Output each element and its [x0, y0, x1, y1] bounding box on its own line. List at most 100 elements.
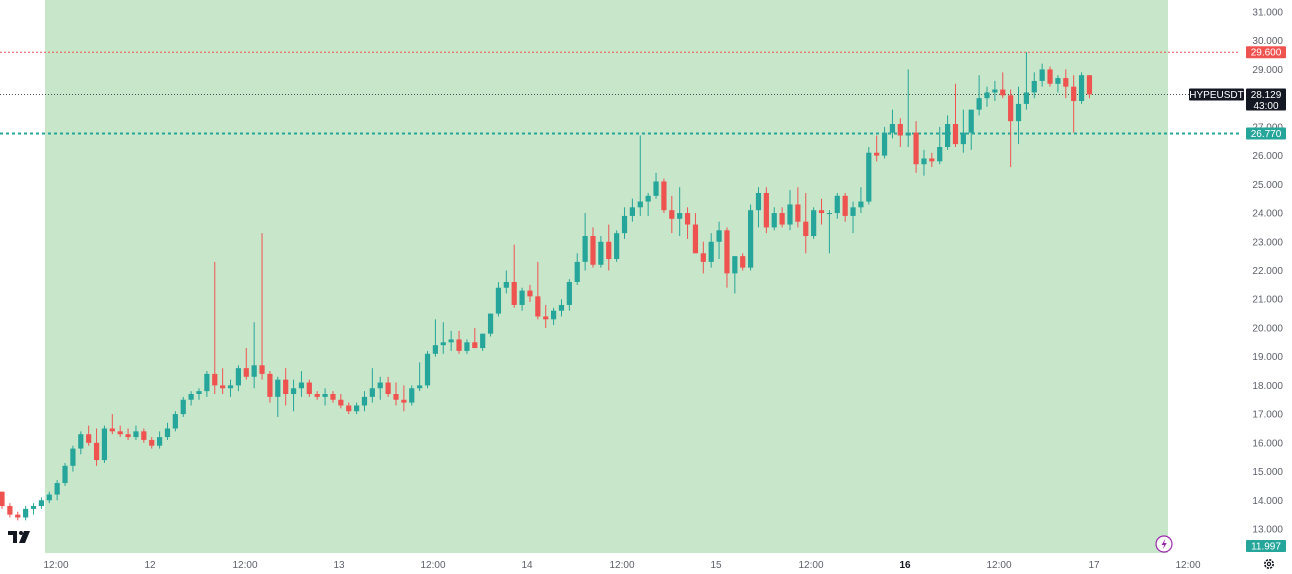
candle — [637, 135, 643, 216]
candle-body — [306, 382, 312, 395]
x-tick-label: 12 — [144, 560, 156, 571]
candle-body — [905, 132, 911, 136]
candle — [692, 213, 699, 254]
candle-body — [346, 405, 352, 412]
candle — [157, 431, 163, 449]
candle — [614, 230, 620, 262]
candle — [275, 376, 281, 417]
y-tick-label: 18.000 — [1252, 381, 1283, 392]
candle — [23, 506, 29, 521]
candle-body — [86, 434, 92, 443]
candle — [456, 330, 462, 354]
candle — [196, 388, 202, 400]
candle — [7, 503, 13, 518]
candle — [858, 187, 864, 214]
candle-body — [472, 342, 478, 349]
candle-body — [653, 181, 659, 196]
tradingview-logo[interactable] — [8, 531, 30, 543]
candle — [401, 385, 407, 412]
candle — [503, 270, 509, 294]
candle-body — [779, 213, 785, 225]
candle-body — [850, 207, 856, 216]
candle — [795, 187, 801, 228]
candle-body — [361, 396, 368, 406]
candle — [574, 253, 580, 285]
candle-body — [684, 213, 691, 225]
candle — [188, 391, 194, 406]
candle — [472, 327, 478, 349]
candle — [338, 394, 344, 409]
last-price-label-box — [1246, 88, 1286, 111]
candle — [779, 207, 785, 228]
candle-body — [874, 152, 880, 156]
candle-body — [811, 210, 817, 237]
candle — [811, 207, 817, 239]
candles — [0, 52, 1093, 521]
y-tick-label: 25.000 — [1252, 180, 1283, 191]
candle — [133, 425, 139, 440]
candle-body — [251, 365, 257, 377]
candle — [763, 187, 769, 234]
candle — [101, 425, 108, 463]
lightning-icon[interactable] — [1155, 535, 1173, 553]
y-tick-label: 14.000 — [1252, 496, 1283, 507]
candle — [527, 284, 533, 303]
candle-body — [212, 373, 218, 386]
candle — [598, 236, 604, 268]
resistance-price-label: 29.600 — [1246, 46, 1286, 59]
candle — [314, 391, 320, 400]
candle — [125, 428, 131, 440]
candle — [629, 198, 635, 222]
candle-body — [1000, 89, 1006, 96]
candle — [86, 425, 92, 446]
candle — [818, 198, 825, 225]
candle-body — [1008, 95, 1014, 122]
candle-body — [519, 290, 525, 305]
candle — [1055, 75, 1061, 93]
x-tick-label: 12:00 — [609, 560, 634, 571]
candle — [267, 371, 273, 403]
x-tick-label: 12:00 — [43, 560, 68, 571]
candle-body — [503, 281, 509, 288]
candle-body — [188, 394, 194, 400]
candle-body — [1023, 92, 1029, 104]
candle-body — [93, 442, 100, 461]
x-tick-label: 12:00 — [798, 560, 823, 571]
y-tick-label: 21.000 — [1252, 295, 1283, 306]
candle-body — [614, 233, 620, 260]
candle-body — [133, 431, 139, 438]
candle-body — [645, 195, 651, 202]
candle — [1015, 86, 1022, 145]
candle-body — [1063, 78, 1069, 87]
candle-body — [1015, 103, 1022, 122]
candle — [54, 480, 60, 501]
candle — [38, 497, 44, 509]
low-price-label: 11.997 — [1246, 540, 1286, 553]
candle — [78, 431, 84, 455]
candle-body — [109, 428, 115, 432]
candle-body — [582, 236, 588, 262]
candle — [440, 322, 446, 354]
candle-body — [480, 333, 486, 349]
candle — [921, 149, 927, 176]
candle-body — [937, 146, 943, 162]
candle-body — [732, 256, 738, 274]
candle-body — [960, 132, 966, 145]
candle-body — [377, 382, 383, 389]
candle — [1071, 75, 1077, 133]
candle-body — [38, 500, 44, 507]
candle-body — [1039, 69, 1045, 81]
settings-gear-icon[interactable] — [1264, 558, 1275, 569]
candle-body — [818, 210, 825, 214]
candle-body — [598, 241, 604, 265]
candle-body — [945, 124, 951, 147]
candle-body — [574, 261, 580, 282]
x-tick-label: 13 — [333, 560, 345, 571]
candle-body — [487, 313, 494, 334]
resistance-price-label-text: 29.600 — [1251, 48, 1282, 59]
candle — [298, 371, 305, 397]
candle — [1023, 52, 1029, 110]
candle-body — [196, 391, 202, 395]
